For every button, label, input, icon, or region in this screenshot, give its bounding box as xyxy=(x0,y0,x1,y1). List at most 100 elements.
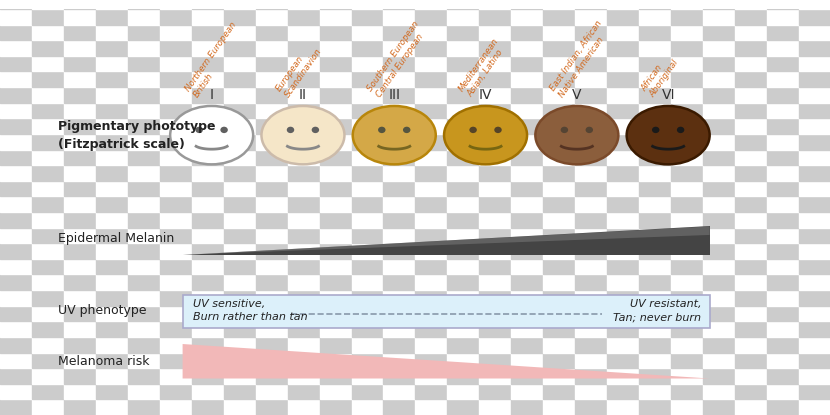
Bar xyxy=(320,321,352,337)
Bar xyxy=(287,243,320,259)
Bar xyxy=(0,227,32,243)
Bar xyxy=(64,337,96,352)
Bar xyxy=(0,368,32,384)
Bar xyxy=(671,134,703,149)
Bar xyxy=(767,290,798,306)
Bar xyxy=(735,384,767,399)
Bar xyxy=(192,118,223,134)
Text: UV phenotype: UV phenotype xyxy=(58,304,147,317)
Bar xyxy=(192,71,223,87)
Bar xyxy=(480,24,511,40)
Text: Pigmentary phototype
(Fitzpatrick scale): Pigmentary phototype (Fitzpatrick scale) xyxy=(58,120,216,151)
Bar xyxy=(128,321,160,337)
Bar xyxy=(639,352,671,368)
Bar xyxy=(511,196,544,212)
Bar xyxy=(0,87,32,103)
Bar xyxy=(447,87,480,103)
Bar xyxy=(671,321,703,337)
Bar xyxy=(96,384,128,399)
Bar xyxy=(575,306,608,321)
Ellipse shape xyxy=(378,127,385,133)
Bar xyxy=(671,352,703,368)
Bar xyxy=(192,103,223,118)
Bar xyxy=(415,259,447,274)
Bar xyxy=(96,103,128,118)
Bar xyxy=(798,196,830,212)
Bar xyxy=(0,0,32,9)
Bar xyxy=(798,24,830,40)
Bar xyxy=(543,321,575,337)
Ellipse shape xyxy=(495,127,501,133)
Bar xyxy=(287,149,320,165)
Bar xyxy=(224,259,256,274)
Text: African
Aboriginal: African Aboriginal xyxy=(640,52,681,99)
Bar xyxy=(320,368,352,384)
Bar xyxy=(608,71,639,87)
Bar xyxy=(128,352,160,368)
Bar xyxy=(480,56,511,71)
Bar xyxy=(415,181,447,196)
Bar xyxy=(767,149,798,165)
Ellipse shape xyxy=(627,106,710,164)
Bar xyxy=(735,87,767,103)
Bar xyxy=(0,321,32,337)
Bar xyxy=(0,56,32,71)
Bar xyxy=(256,134,287,149)
Bar xyxy=(703,274,735,290)
Bar xyxy=(352,56,383,71)
Bar xyxy=(383,212,415,227)
Bar xyxy=(511,227,544,243)
Bar xyxy=(256,87,287,103)
Bar xyxy=(0,399,32,415)
Bar xyxy=(160,103,192,118)
Bar xyxy=(128,227,160,243)
Bar xyxy=(192,181,223,196)
Bar xyxy=(287,103,320,118)
Bar xyxy=(735,259,767,274)
Bar xyxy=(224,368,256,384)
Bar xyxy=(160,0,192,9)
Bar xyxy=(287,71,320,87)
Bar xyxy=(224,9,256,24)
Bar xyxy=(64,399,96,415)
Bar xyxy=(735,71,767,87)
Bar xyxy=(256,196,287,212)
Bar xyxy=(96,24,128,40)
Bar xyxy=(767,71,798,87)
Bar xyxy=(128,399,160,415)
Bar xyxy=(639,103,671,118)
Bar xyxy=(352,134,383,149)
Bar xyxy=(0,134,32,149)
Bar xyxy=(447,243,480,259)
Bar xyxy=(543,103,575,118)
Bar xyxy=(128,274,160,290)
Bar xyxy=(128,212,160,227)
Bar xyxy=(703,87,735,103)
Bar xyxy=(192,40,223,56)
Bar xyxy=(735,9,767,24)
Bar xyxy=(480,368,511,384)
Bar xyxy=(320,0,352,9)
Bar xyxy=(703,71,735,87)
Bar xyxy=(480,196,511,212)
Ellipse shape xyxy=(470,127,476,133)
Ellipse shape xyxy=(261,106,344,164)
Bar xyxy=(608,306,639,321)
Bar xyxy=(64,227,96,243)
Bar xyxy=(511,9,544,24)
Bar xyxy=(447,56,480,71)
Bar xyxy=(352,352,383,368)
Bar xyxy=(64,259,96,274)
Bar xyxy=(543,56,575,71)
Bar xyxy=(32,118,64,134)
Bar xyxy=(256,243,287,259)
Bar xyxy=(287,0,320,9)
Bar xyxy=(608,227,639,243)
Bar xyxy=(767,306,798,321)
Bar xyxy=(639,368,671,384)
Bar xyxy=(608,40,639,56)
Text: VI: VI xyxy=(662,88,675,102)
Bar xyxy=(64,134,96,149)
Bar xyxy=(96,0,128,9)
Bar xyxy=(256,24,287,40)
